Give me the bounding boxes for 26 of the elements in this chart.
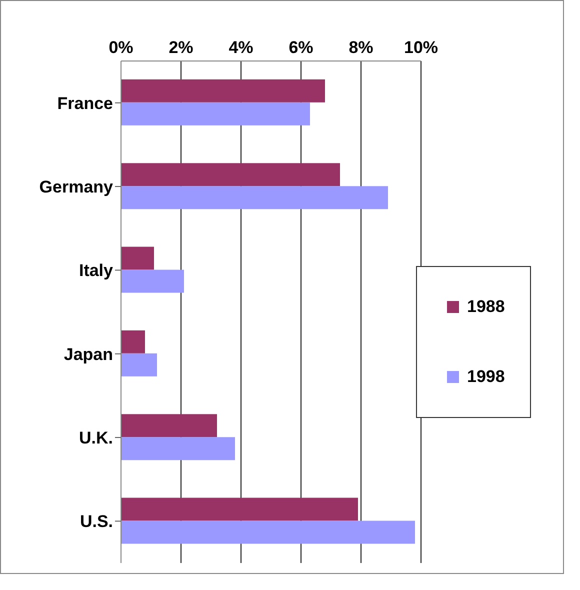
bar [121,270,184,293]
y-tick-label: Germany [39,178,114,197]
x-tick-label: 8% [348,38,374,57]
x-tick-label: 6% [288,38,314,57]
bar [121,163,340,186]
bar [121,102,310,126]
y-tick-label: France [57,94,113,113]
y-tick-label: Italy [78,261,114,280]
bar [121,353,157,376]
x-tick-label: 10% [404,38,438,57]
bar [121,186,388,210]
bar [121,498,358,521]
y-tick-label: Japan [64,344,113,364]
x-tick-label: 0% [108,38,134,57]
x-tick-label: 4% [228,38,254,57]
x-tick-label: 2% [168,38,194,57]
y-tick-label: U.K. [79,428,113,448]
bar [121,79,325,102]
bar [121,520,415,544]
bar [121,330,145,354]
bar [121,437,235,460]
y-tick-label: U.S. [80,512,113,532]
bar [121,246,154,270]
bar [121,414,217,438]
legend-label: 1998 [467,367,505,387]
legend-label: 1988 [467,297,505,317]
